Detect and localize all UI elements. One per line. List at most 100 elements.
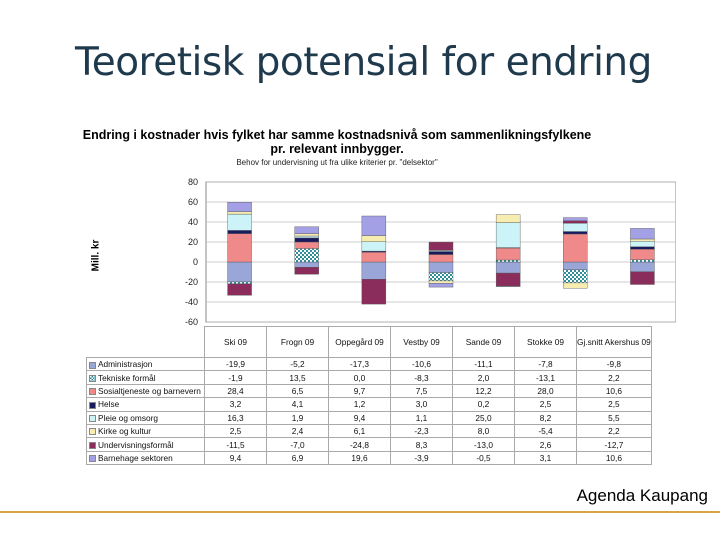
bar-segment [495, 272, 521, 287]
table-cell: 12,2 [452, 383, 515, 399]
table-cell: -5,4 [514, 423, 577, 439]
legend-entry: Undervisningsformål [86, 437, 205, 452]
legend-entry: Tekniske formål [86, 370, 205, 385]
table-cell: 2,6 [514, 437, 577, 452]
table-cell: -5,2 [266, 356, 329, 372]
bar-segment [563, 217, 588, 221]
bar-segment [227, 283, 252, 296]
bar-segment [630, 259, 655, 263]
bar-segment [630, 228, 655, 240]
legend-entry: Pleie og omsorg [86, 410, 205, 425]
bar-segment [428, 251, 454, 255]
table-row: Administrasjon -19,9 -5,2 -17,3 -10,6 -11,1 -7… [86, 356, 652, 372]
table-cell: 28,4 [204, 383, 267, 399]
chart-figure: Endring i kostnader hvis fylket har samm… [82, 118, 676, 478]
y-tick-label: 60 [188, 197, 198, 207]
table-cell: 13,5 [266, 370, 329, 385]
bar-segment [630, 271, 655, 285]
table-cell: 8,3 [390, 437, 453, 452]
table-corner [87, 327, 205, 358]
category-label: Stokke 09 [514, 326, 577, 358]
bar-segment [630, 238, 655, 242]
chart-plot: 80 60 40 20 0 -20 -40 -60 [185, 177, 676, 327]
bar-segment [428, 280, 454, 284]
bar-segment [361, 279, 387, 305]
bar-segment [227, 261, 252, 283]
table-cell: 2,4 [266, 423, 329, 439]
y-tick-label: 40 [188, 217, 198, 227]
legend-label: Administrasjon [98, 359, 153, 370]
table-cell: 2,5 [576, 397, 652, 412]
table-cell: 6,5 [266, 383, 329, 399]
table-cell: 4,1 [266, 397, 329, 412]
bar-segment [294, 233, 319, 237]
legend-label: Kirke og kultur [98, 426, 152, 437]
y-tick-label: 80 [188, 177, 198, 187]
bar-segment [294, 261, 319, 268]
legend-swatch [89, 415, 96, 423]
table-cell: 0,0 [328, 370, 391, 385]
table-cell: 2,5 [204, 423, 267, 439]
bar-segment [227, 230, 252, 234]
bar-segment [563, 231, 588, 235]
bar-segment [630, 261, 655, 273]
y-tick-label: 0 [193, 257, 198, 267]
legend-entry: Kirke og kultur [86, 423, 205, 439]
y-tick-label: 20 [188, 237, 198, 247]
legend-swatch [89, 401, 96, 409]
table-row: Sosialtjeneste og barnevern 28,4 6,5 9,7 7,5… [86, 383, 652, 399]
table-cell: 9,4 [328, 410, 391, 425]
bar-segment [361, 261, 387, 280]
table-cell: 1,2 [328, 397, 391, 412]
table-row: Tekniske formål -1,9 13,5 0,0 -8,3 2,0 -13,1 2,… [86, 370, 652, 385]
legend-swatch [89, 428, 96, 436]
legend-label: Pleie og omsorg [98, 412, 158, 423]
table-cell: 6,9 [266, 450, 329, 466]
legend-swatch [89, 441, 96, 449]
table-cell: 9,4 [204, 450, 267, 466]
table-cell: 2,0 [452, 370, 515, 385]
table-cell: -24,8 [328, 437, 391, 452]
table-cell: 16,3 [204, 410, 267, 425]
bar-segment [428, 282, 454, 288]
table-cell: -11,5 [204, 437, 267, 452]
bar-segment [630, 240, 655, 247]
legend-swatch [89, 455, 96, 463]
y-tick-label: -60 [185, 317, 198, 327]
y-tick-label: -20 [185, 277, 198, 287]
y-tick-label: -40 [185, 297, 198, 307]
bar-segment [428, 261, 454, 273]
legend-entry: Helse [86, 397, 205, 412]
bar-segment [294, 235, 319, 239]
bar-segment [361, 252, 387, 263]
slide-title: Teoretisk potensial for endring [75, 40, 652, 85]
bar-segment [563, 233, 588, 263]
bar-segment [495, 247, 521, 261]
bar-segment [361, 215, 387, 236]
category-label: Frogn 09 [266, 326, 329, 358]
table-cell: 7,5 [390, 383, 453, 399]
table-row: Barnehage sektoren 9,4 6,9 19,6 -3,9 -0,5 3,1 1… [86, 450, 652, 466]
bar-segment [361, 235, 387, 242]
table-cell: 1,9 [266, 410, 329, 425]
table-cell: -10,6 [390, 356, 453, 372]
table-row: Helse 3,2 4,1 1,2 3,0 0,2 2,5 2,5 [86, 397, 652, 412]
bar-segment [495, 285, 521, 287]
bar-segment [294, 237, 319, 243]
table-cell: -8,3 [390, 370, 453, 385]
data-table: Ski 09 Frogn 09 Oppegård 09 Vestby 09 Sande … [86, 326, 652, 466]
bar-segment [563, 261, 588, 271]
table-cell: 19,6 [328, 450, 391, 466]
bar-segment [227, 211, 252, 215]
category-label: Gj.snitt Akershus 09 [576, 326, 652, 358]
table-cell: -1,9 [204, 370, 267, 385]
category-label: Vestby 09 [390, 326, 453, 358]
table-row: Pleie og omsorg 16,3 1,9 9,4 1,1 25,0 8,2 5,5 [86, 410, 652, 425]
table-cell: 8,0 [452, 423, 515, 439]
table-cell: 10,6 [576, 383, 652, 399]
table-cell: -2,3 [390, 423, 453, 439]
bar-segment [495, 259, 521, 263]
legend-label: Barnehage sektoren [98, 452, 173, 463]
bar-segment [495, 261, 521, 274]
bar-segment [227, 213, 252, 231]
